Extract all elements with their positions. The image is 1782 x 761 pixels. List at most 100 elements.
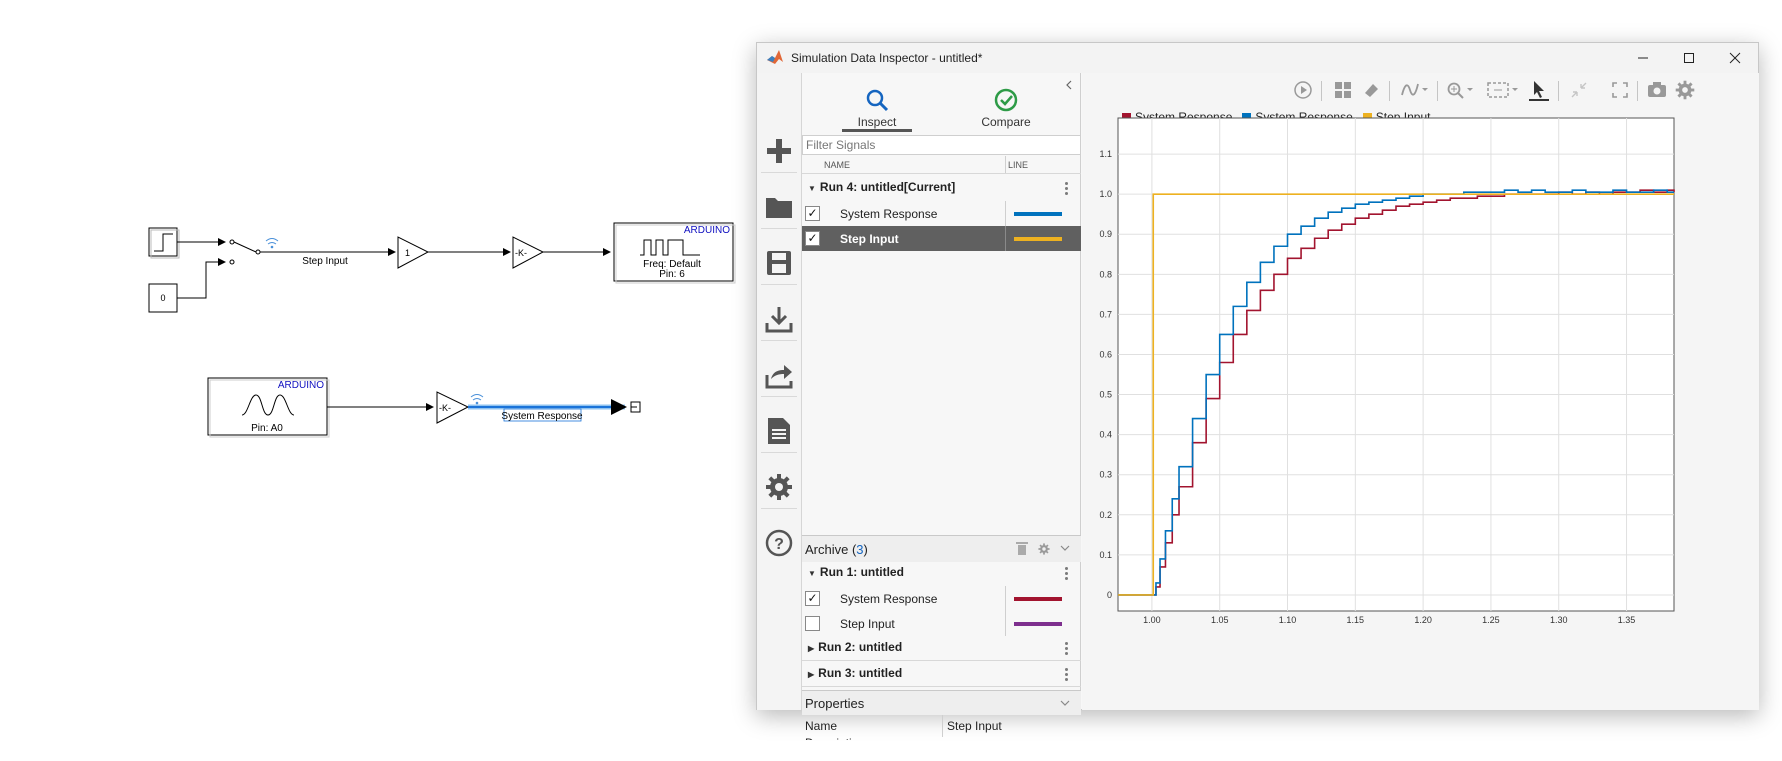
check-circle-icon xyxy=(994,88,1018,112)
run-options-icon[interactable] xyxy=(1065,666,1069,683)
minimize-button[interactable] xyxy=(1620,43,1666,73)
help-icon: ? xyxy=(765,529,793,557)
constant-block[interactable]: 0 xyxy=(148,283,178,313)
step-block[interactable] xyxy=(148,227,180,259)
signal-checkbox[interactable]: ✓ xyxy=(805,206,820,221)
gain-block-k2[interactable]: -K- xyxy=(436,391,470,424)
run-header[interactable]: ▶ Run 3: untitled xyxy=(802,662,1081,687)
signal-name: System Response xyxy=(840,207,938,221)
signal-name: Step Input xyxy=(840,232,899,246)
layout-button[interactable] xyxy=(1332,79,1354,101)
y-tick-label: 0.2 xyxy=(1099,510,1112,520)
y-tick-label: 0.5 xyxy=(1099,390,1112,400)
title-bar[interactable]: Simulation Data Inspector - untitled* xyxy=(757,43,1758,73)
tab-compare[interactable]: Compare xyxy=(968,73,1044,133)
report-button[interactable] xyxy=(761,409,797,453)
cursor-button[interactable] xyxy=(1528,79,1550,101)
tab-inspect[interactable]: Inspect xyxy=(842,73,912,133)
fullscreen-button[interactable] xyxy=(1609,79,1631,101)
open-button[interactable] xyxy=(761,185,797,229)
replay-button[interactable] xyxy=(1292,79,1314,101)
run-header-current[interactable]: ▼ Run 4: untitled[Current] xyxy=(802,176,1081,201)
active-tab-indicator xyxy=(842,129,912,132)
gain-block-k[interactable]: -K- xyxy=(512,236,545,269)
properties-header[interactable]: Properties xyxy=(802,691,1081,715)
arduino-header: ARDUINO xyxy=(684,225,730,236)
signal-checkbox[interactable] xyxy=(805,616,820,631)
line-swatch[interactable] xyxy=(1014,237,1062,241)
collapsed-triangle-icon: ▶ xyxy=(808,644,815,653)
export-button[interactable] xyxy=(761,297,797,341)
run-options-icon[interactable] xyxy=(1065,180,1069,197)
property-value[interactable]: Step Input xyxy=(947,719,1002,733)
legend-swatch xyxy=(1362,112,1372,122)
signal-row[interactable]: ✓ System Response xyxy=(802,201,1081,226)
chevron-down-icon[interactable] xyxy=(1060,545,1070,553)
fit-button[interactable] xyxy=(1486,79,1520,101)
folder-icon xyxy=(766,197,792,218)
svg-text:?: ? xyxy=(774,536,784,553)
signal-style-icon xyxy=(1401,83,1428,96)
cursor-icon xyxy=(1529,81,1549,101)
signal-row-selected[interactable]: ✓ Step Input xyxy=(802,226,1081,251)
signal-style-button[interactable] xyxy=(1400,79,1430,101)
new-button[interactable] xyxy=(761,129,797,173)
analog-pin: Pin: A0 xyxy=(251,423,283,434)
collapse-button[interactable] xyxy=(1568,79,1590,101)
time-plot[interactable]: 1.00 1.05 1.10 1.15 1.20 1.25 1.30 1.35 0 0.1 0.2 0… xyxy=(1082,73,1759,710)
gain-block-1[interactable]: 1 xyxy=(397,236,430,269)
chevron-down-icon[interactable] xyxy=(1060,700,1070,708)
archive-settings-icon[interactable] xyxy=(1038,543,1050,555)
manual-switch[interactable] xyxy=(229,239,261,265)
pwm-icon xyxy=(640,239,700,256)
column-header-name[interactable]: NAME xyxy=(824,160,851,170)
plot-area[interactable]: System Response System Response Step Inp… xyxy=(1082,73,1759,710)
plot-toolbar xyxy=(1082,73,1759,103)
signal-checkbox[interactable]: ✓ xyxy=(805,591,820,606)
run-options-icon[interactable] xyxy=(1065,640,1069,657)
signal-checkbox[interactable]: ✓ xyxy=(805,231,820,246)
column-header-line[interactable]: LINE xyxy=(1008,160,1029,170)
collapsed-triangle-icon: ▶ xyxy=(808,670,815,679)
pwm-pin: Pin: 6 xyxy=(659,269,685,280)
filter-signals-input[interactable]: Filter Signals xyxy=(802,135,1081,155)
download-icon xyxy=(765,306,793,332)
system-response-signal-label: System Response xyxy=(501,411,583,422)
plus-icon xyxy=(767,138,791,163)
maximize-button[interactable] xyxy=(1666,43,1712,73)
signal-row[interactable]: ✓ System Response xyxy=(802,586,1081,611)
series-line-2 xyxy=(1118,193,1674,596)
clear-button[interactable] xyxy=(1360,79,1382,101)
arduino-pwm-block[interactable]: ARDUINO Freq: Default Pin: 6 xyxy=(613,222,736,284)
collapse-panel-icon[interactable] xyxy=(1064,79,1074,91)
x-tick-label: 1.35 xyxy=(1618,615,1636,625)
simulink-canvas[interactable]: 0 Step Input 1 xyxy=(0,0,760,761)
property-row: Name Step Input xyxy=(802,715,1081,737)
fullscreen-icon xyxy=(1612,82,1628,98)
close-button[interactable] xyxy=(1712,43,1758,73)
arduino-analog-block[interactable]: ARDUINO Pin: A0 xyxy=(207,377,330,438)
zoom-button[interactable] xyxy=(1446,79,1476,101)
run-options-icon[interactable] xyxy=(1065,565,1069,582)
line-swatch[interactable] xyxy=(1014,597,1062,601)
save-button[interactable] xyxy=(761,241,797,285)
line-swatch[interactable] xyxy=(1014,622,1062,626)
help-button[interactable]: ? xyxy=(761,521,797,565)
window-title: Simulation Data Inspector - untitled* xyxy=(791,51,983,65)
share-button[interactable] xyxy=(761,353,797,397)
run-header[interactable]: ▼ Run 1: untitled xyxy=(802,561,1081,586)
x-tick-label: 1.00 xyxy=(1143,615,1161,625)
archive-header[interactable]: Archive (3) xyxy=(802,536,1081,562)
minimize-icon xyxy=(1638,57,1648,59)
snapshot-button[interactable] xyxy=(1646,79,1668,101)
run-title: Run 4: untitled[Current] xyxy=(819,180,956,194)
trash-icon[interactable] xyxy=(1016,541,1028,555)
plot-settings-button[interactable] xyxy=(1674,79,1696,101)
system-response-signal[interactable]: System Response xyxy=(468,399,627,422)
line-swatch[interactable] xyxy=(1014,212,1062,216)
preferences-button[interactable] xyxy=(761,465,797,509)
run-header[interactable]: ▶ Run 2: untitled xyxy=(802,636,1081,661)
terminator-block[interactable] xyxy=(630,401,641,413)
signal-row[interactable]: Step Input xyxy=(802,611,1081,636)
archive-label: Archive ( xyxy=(805,542,857,557)
